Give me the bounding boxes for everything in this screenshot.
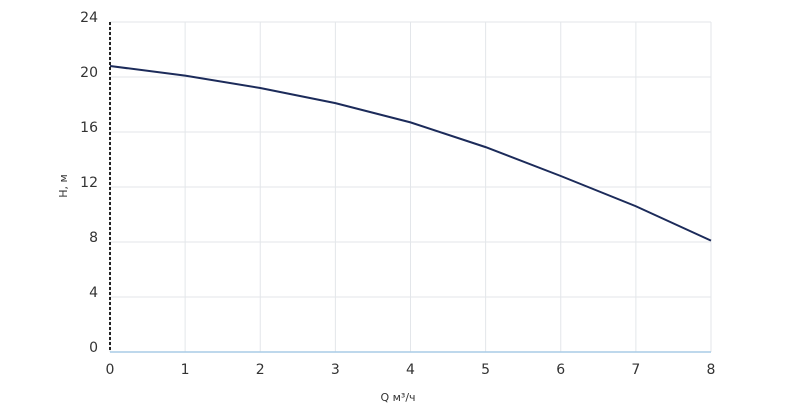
- x-tick-label: 2: [256, 362, 265, 378]
- y-tick-label: 16: [80, 120, 98, 136]
- x-tick-label: 7: [631, 362, 640, 378]
- y-tick-label: 12: [80, 175, 98, 191]
- x-tick-label: 6: [556, 362, 565, 378]
- line: [109, 65, 712, 242]
- x-tick-label: 4: [406, 362, 415, 378]
- x-tick-label: 1: [181, 362, 190, 378]
- y-tick-label: 24: [80, 10, 98, 26]
- y-tick-label: 20: [80, 65, 98, 81]
- y-axis-label: H, м: [57, 174, 70, 198]
- y-tick-label: 8: [89, 230, 98, 246]
- y-tick-label: 0: [89, 340, 98, 356]
- y-tick-label: 4: [89, 285, 98, 301]
- x-tick-label: 3: [331, 362, 340, 378]
- x-tick-label: 8: [707, 362, 716, 378]
- x-axis-label: Q м³/ч: [380, 391, 415, 404]
- x-tick-label: 5: [481, 362, 490, 378]
- x-tick-label: 0: [106, 362, 115, 378]
